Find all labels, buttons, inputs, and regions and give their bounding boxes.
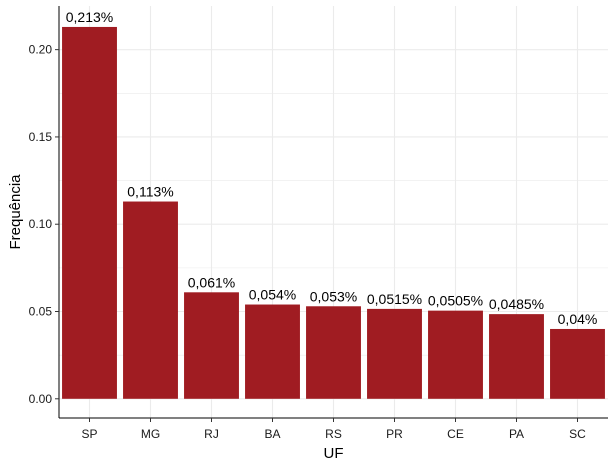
data-label-rs: 0,053% bbox=[310, 288, 357, 304]
bar-pr bbox=[367, 308, 422, 399]
y-tick-label: 0.15 bbox=[29, 130, 53, 144]
bar-pa bbox=[489, 314, 544, 399]
x-tick-label-mg: MG bbox=[141, 427, 160, 441]
y-tick-label: 0.20 bbox=[29, 43, 53, 57]
y-axis-title: Frequência bbox=[7, 174, 24, 250]
x-tick-label-pr: PR bbox=[386, 427, 403, 441]
y-tick-label: 0.05 bbox=[29, 305, 53, 319]
x-tick-label-rj: RJ bbox=[204, 427, 219, 441]
x-tick-label-rs: RS bbox=[325, 427, 342, 441]
bar-rj bbox=[184, 292, 239, 399]
data-label-ce: 0,0505% bbox=[428, 293, 483, 309]
x-tick-label-ba: BA bbox=[264, 427, 280, 441]
data-label-mg: 0,113% bbox=[127, 184, 173, 200]
y-ticks: 0.00 0.05 0.10 0.15 0.20 bbox=[29, 43, 59, 406]
x-tick-label-sc: SC bbox=[569, 427, 586, 441]
bar-ce bbox=[428, 310, 483, 399]
x-axis-title: UF bbox=[324, 445, 344, 462]
data-label-sp: 0,213% bbox=[66, 9, 113, 25]
bar-sp bbox=[62, 26, 117, 399]
bar-ba bbox=[245, 304, 300, 399]
data-label-sc: 0,04% bbox=[558, 311, 598, 327]
bar-sc bbox=[550, 328, 605, 399]
data-labels: 0,213% 0,113% 0,061% 0,054% 0,053% 0,0515% 0,0… bbox=[66, 9, 598, 327]
data-label-pa: 0,0485% bbox=[489, 296, 544, 312]
y-tick-label: 0.00 bbox=[29, 392, 53, 406]
data-label-rj: 0,061% bbox=[188, 274, 235, 290]
y-tick-label: 0.10 bbox=[29, 217, 53, 231]
data-label-ba: 0,054% bbox=[249, 287, 296, 303]
x-tick-label-ce: CE bbox=[447, 427, 464, 441]
bar-rs bbox=[306, 306, 361, 399]
bar-mg bbox=[123, 201, 178, 399]
data-label-pr: 0,0515% bbox=[367, 291, 422, 307]
x-ticks: SP MG RJ BA RS PR CE PA SC bbox=[81, 418, 586, 441]
x-tick-label-pa: PA bbox=[509, 427, 524, 441]
bars bbox=[62, 26, 605, 399]
x-tick-label-sp: SP bbox=[81, 427, 97, 441]
